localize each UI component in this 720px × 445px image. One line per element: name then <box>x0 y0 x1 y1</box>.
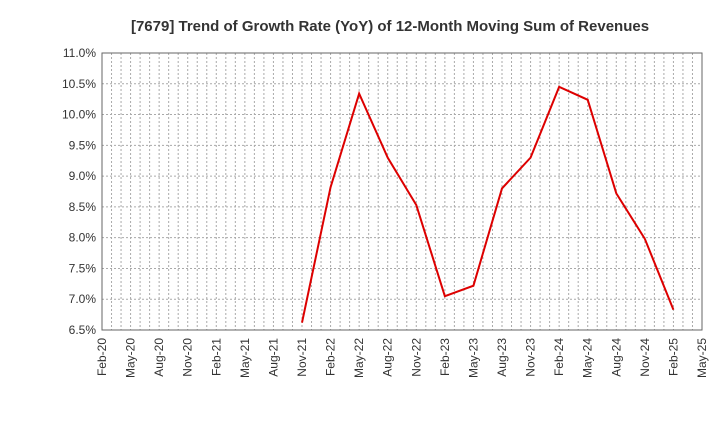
x-tick-label: May-22 <box>352 338 366 378</box>
x-tick-label: Aug-20 <box>152 338 166 377</box>
x-tick-label: Nov-21 <box>295 338 309 377</box>
x-tick-label: Nov-22 <box>409 338 423 377</box>
x-tick-label: May-24 <box>581 338 595 378</box>
x-tick-label: Aug-23 <box>495 338 509 377</box>
y-tick-label: 6.5% <box>69 323 97 337</box>
x-tick-label: Nov-20 <box>181 338 195 377</box>
y-tick-label: 9.5% <box>69 138 97 152</box>
x-tick-label: Aug-22 <box>381 338 395 377</box>
axes <box>102 53 702 330</box>
x-tick-label: Feb-22 <box>324 338 338 376</box>
x-tick-label: Feb-24 <box>552 338 566 376</box>
y-tick-label: 10.0% <box>62 108 96 122</box>
y-tick-label: 8.0% <box>69 231 97 245</box>
x-tick-label: Aug-21 <box>266 338 280 377</box>
x-tick-label: Aug-24 <box>609 338 623 377</box>
x-tick-label: May-25 <box>695 338 709 378</box>
y-tick-label: 10.5% <box>62 77 96 91</box>
x-tick-label: Feb-20 <box>95 338 109 376</box>
plot-frame <box>102 53 702 330</box>
y-tick-label: 7.0% <box>69 292 97 306</box>
series <box>302 87 673 323</box>
series-line <box>302 87 673 323</box>
y-tick-label: 8.5% <box>69 200 97 214</box>
y-tick-label: 11.0% <box>63 46 96 60</box>
chart-title: [7679] Trend of Growth Rate (YoY) of 12-… <box>131 18 649 35</box>
y-tick-label: 9.0% <box>69 169 97 183</box>
tick-labels: 6.5% 7.0% 7.5% 8.0% 8.5% 9.0% 9.5% 10.0% 10.5% 11… <box>62 46 709 378</box>
x-tick-label: Feb-21 <box>209 338 223 376</box>
grid <box>102 53 702 330</box>
x-tick-label: Nov-24 <box>638 338 652 377</box>
x-tick-label: May-20 <box>124 338 138 378</box>
x-tick-label: May-23 <box>466 338 480 378</box>
x-tick-label: May-21 <box>238 338 252 378</box>
x-tick-label: Feb-25 <box>666 338 680 376</box>
x-tick-label: Nov-23 <box>524 338 538 377</box>
y-tick-label: 7.5% <box>69 261 97 275</box>
x-tick-label: Feb-23 <box>438 338 452 376</box>
